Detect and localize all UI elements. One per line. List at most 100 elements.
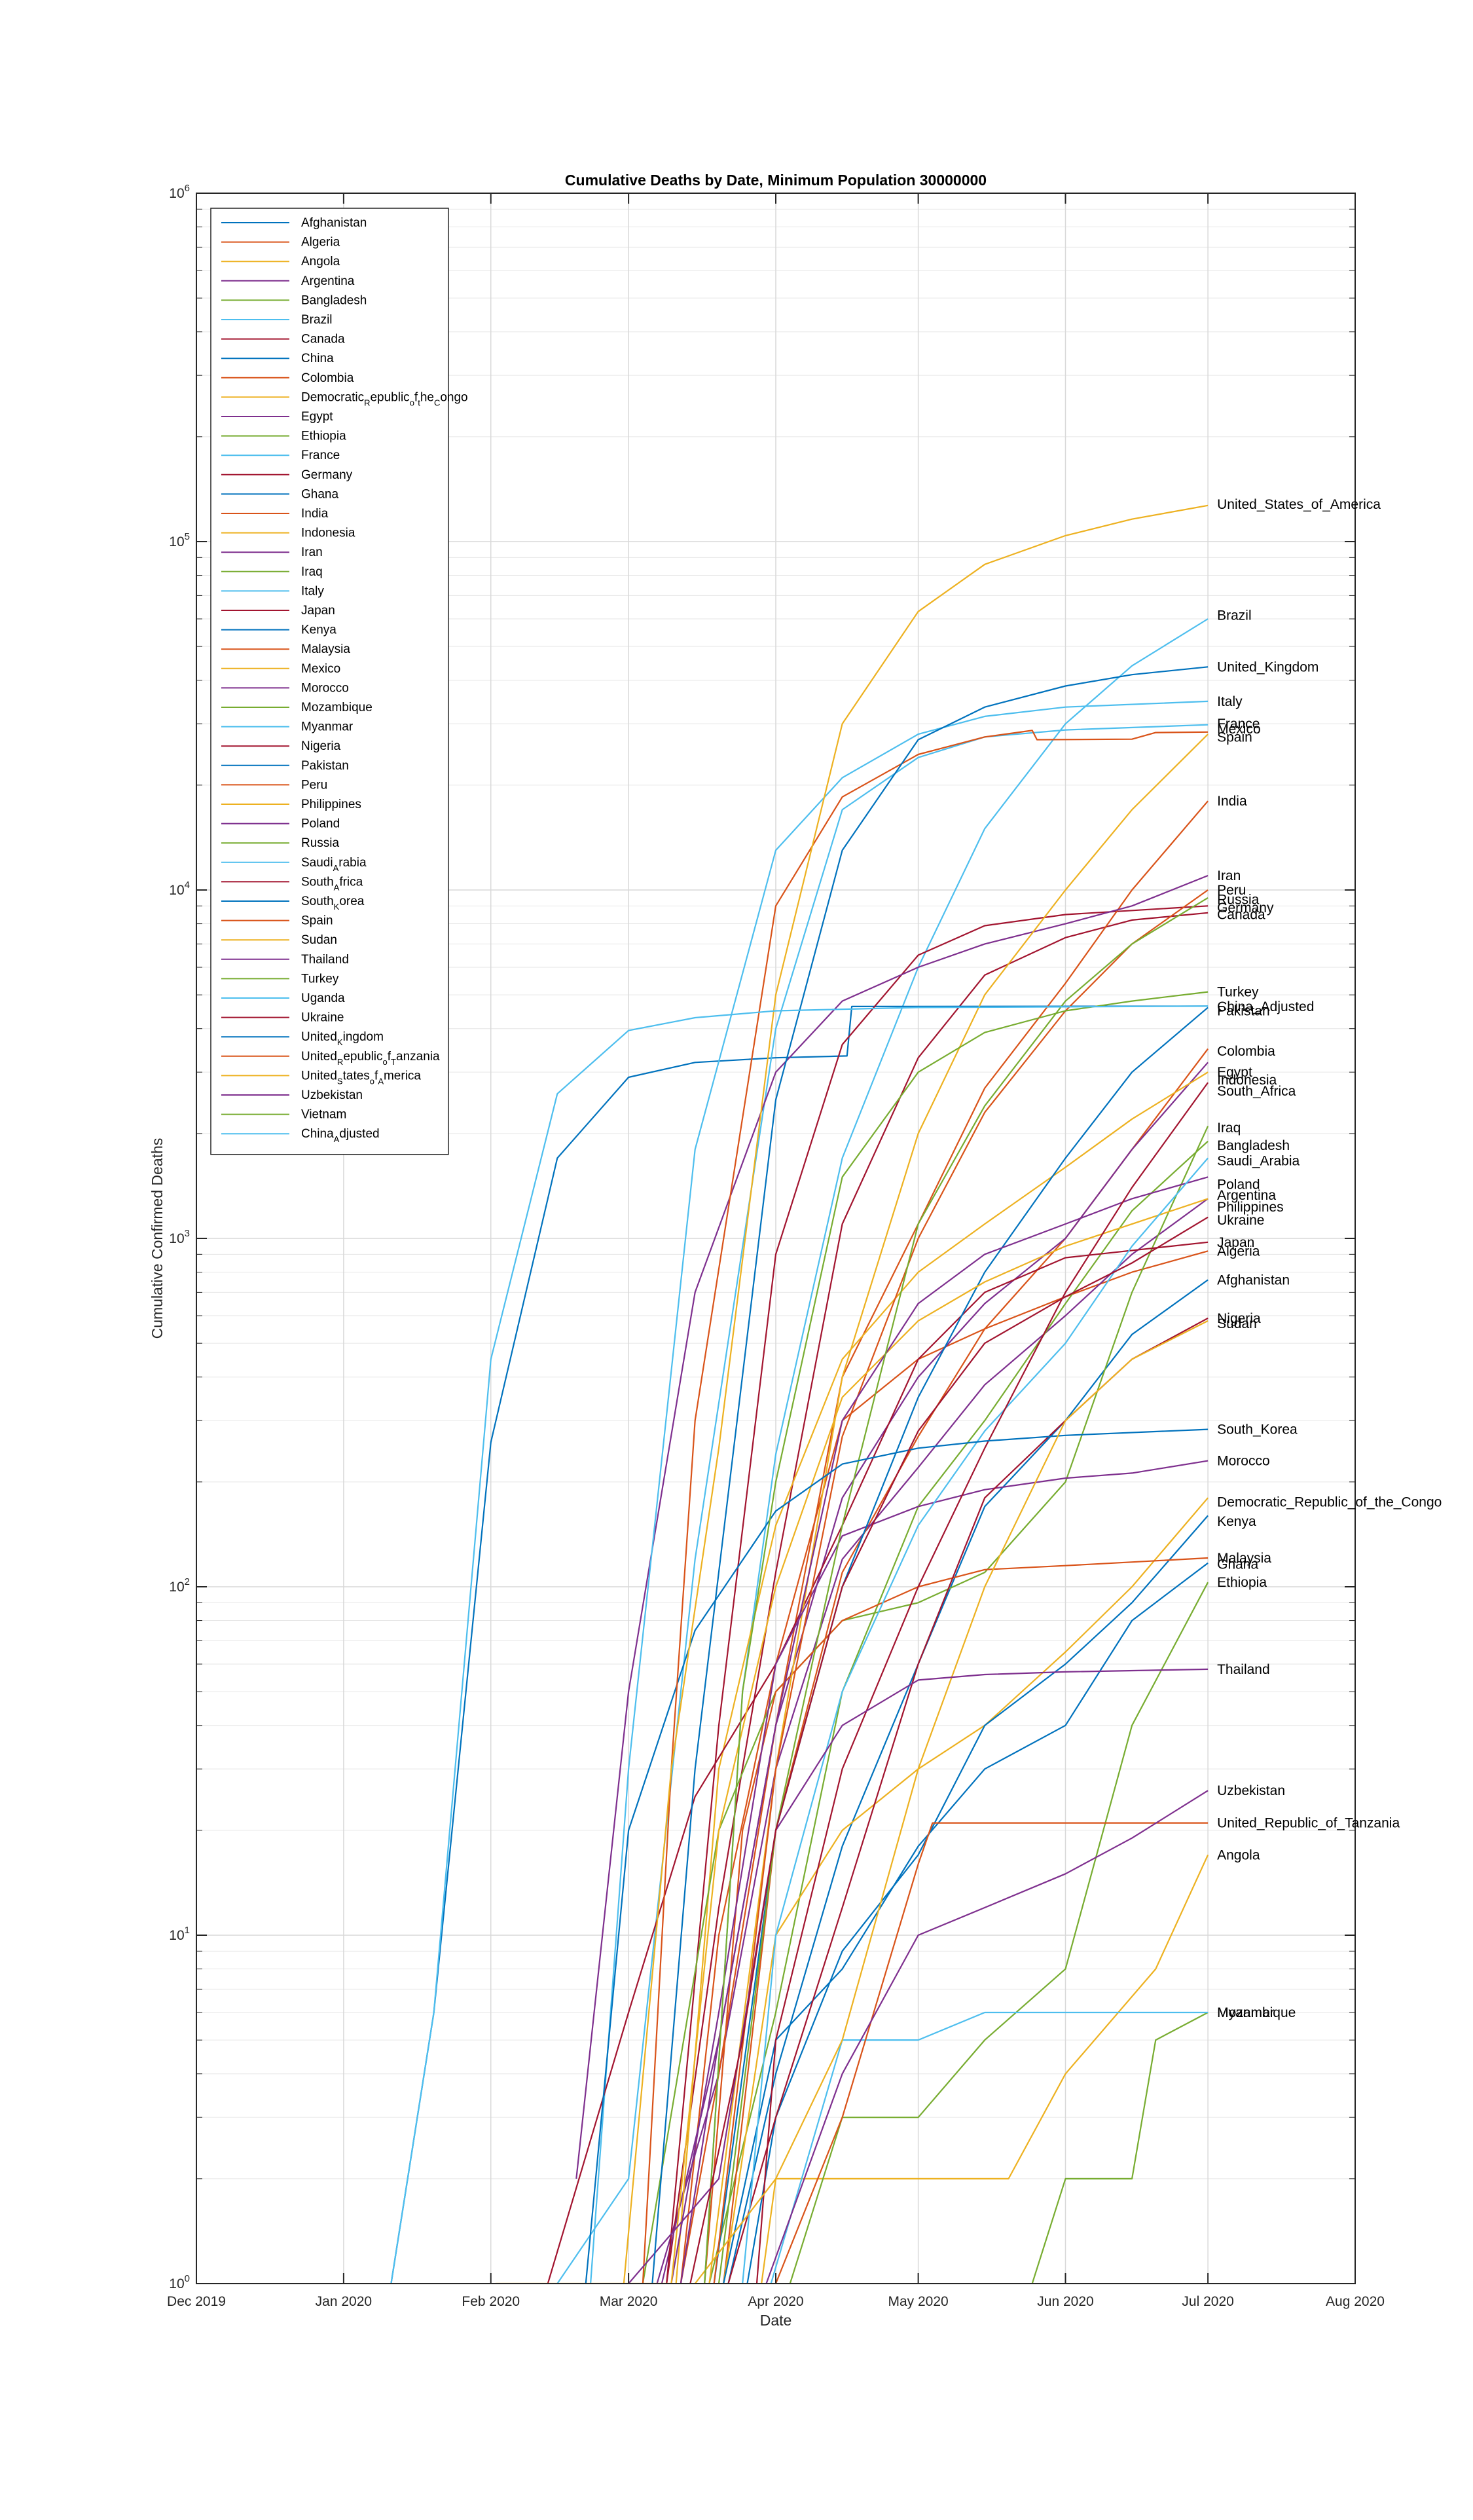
legend-item: Japan [301,604,335,618]
legend-item: Afghanistan [301,216,367,230]
legend-item: Colombia [301,371,354,385]
series-line-italy [590,700,1209,2284]
end-label: Nigeria [1217,1311,1261,1326]
end-label: Turkey [1217,985,1259,1000]
series-line-morocco [670,1460,1209,2284]
end-label: France [1217,716,1260,732]
end-label: Colombia [1217,1044,1275,1059]
legend-item: ChinaAdjusted [301,1127,380,1144]
series-line-china-adjusted [390,1005,1209,2284]
legend-item: Myanmar [301,720,354,734]
series-line-philippines [496,1198,1209,2284]
y-tick-label: 101 [169,1925,190,1943]
legend-item: Italy [301,584,324,598]
legend-item: UnitedKingdom [301,1030,384,1047]
x-tick-label: Feb 2020 [462,2294,520,2309]
y-tick-label: 102 [169,1576,190,1595]
series-line-democratic-republic-of-the-congo [723,1497,1209,2284]
x-tick-label: May 2020 [888,2294,949,2309]
end-label: Russia [1217,892,1260,907]
end-label: Italy [1217,694,1243,709]
end-label: Ethiopia [1217,1575,1267,1590]
legend-item: SouthAfrica [301,875,363,892]
plot-area: Dec 2019 Jan 2020 Feb 2020 Mar 2020 Apr 2020… [149,172,1442,2329]
legend-item: Nigeria [301,739,341,753]
end-label: Democratic_Republic_of_the_Congo [1217,1495,1442,1510]
legend-item: Algeria [301,236,340,250]
series-line-france [556,724,1209,2284]
legend-item: Angola [301,255,340,269]
series-line-bangladesh [708,1140,1209,2284]
end-label: Pakistan [1217,1003,1270,1018]
legend-item: Pakistan [301,759,349,773]
series-line-ukraine [689,1216,1209,2284]
series-line-germany [666,905,1209,2284]
legend-item: Poland [301,817,340,831]
end-label: Poland [1217,1177,1260,1192]
legend-item: UnitedRepublicofTanzania [301,1050,440,1067]
end-label: Uzbekistan [1217,1783,1285,1798]
series-line-peru [713,889,1209,2284]
series-line-south-africa [755,1082,1209,2284]
end-label: Algeria [1217,1244,1260,1259]
series-line-indonesia [675,1071,1209,2284]
series-line-united-states-of-america [623,504,1209,2284]
end-label: Argentina [1217,1188,1276,1203]
end-label: Spain [1217,730,1252,745]
legend-item: Uzbekistan [301,1088,363,1102]
series-line-kenya [746,1515,1209,2284]
x-ticks [196,193,1356,2284]
series-line-myanmar [770,2011,1209,2284]
x-tick-label: Aug 2020 [1326,2294,1385,2309]
series-line-spain [642,730,1209,2284]
y-tick-label: 103 [169,1228,190,1246]
legend-item: Philippines [301,798,361,811]
legend: Afghanistan Algeria Angola Argentina Banglad… [210,208,468,1155]
series-line-russia [718,897,1209,2284]
y-tick-label: 104 [169,880,190,898]
x-tick-label: Jun 2020 [1037,2294,1093,2309]
series-line-poland [680,1176,1209,2284]
end-labels: United_States_of_America Brazil United_Kin… [1217,497,1442,2020]
series-line-mexico [708,733,1209,2284]
series-line-uzbekistan [765,1790,1209,2284]
legend-item: Peru [301,778,327,792]
end-label: Peru [1217,883,1246,898]
legend-item: Spain [301,914,333,928]
end-label: United_States_of_America [1217,497,1381,512]
chart-title: Cumulative Deaths by Date, Minimum Popul… [565,172,987,189]
end-label: Mexico [1217,722,1261,737]
legend-item: Canada [301,333,345,346]
legend-item: Russia [301,836,340,850]
series-line-china [390,1005,1209,2284]
end-label: Myanmar [1217,2005,1275,2020]
legend-item: Vietnam [301,1108,346,1122]
x-tick-label: Jul 2020 [1182,2294,1233,2309]
series-lines [390,504,1209,2284]
y-ticks [196,193,1355,2284]
series-line-afghanistan [727,1279,1209,2284]
legend-item: Ghana [301,487,338,501]
legend-item: Mozambique [301,701,373,714]
end-label: Brazil [1217,608,1252,623]
end-label: United_Republic_of_Tanzania [1217,1816,1400,1831]
end-label: Ukraine [1217,1213,1264,1228]
series-line-iraq [642,1126,1209,2284]
end-label: Canada [1217,908,1265,923]
series-line-angola [761,1854,1209,2284]
end-label: Egypt [1217,1065,1252,1080]
legend-item: Ukraine [301,1011,344,1025]
legend-item: Bangladesh [301,293,367,307]
legend-item: SouthKorea [301,895,365,912]
x-tick-label: Apr 2020 [748,2294,803,2309]
legend-item: Turkey [301,972,339,986]
legend-item: Iraq [301,565,323,579]
end-label: United_Kingdom [1217,659,1318,675]
legend-item: France [301,449,340,462]
legend-item: Malaysia [301,642,350,656]
y-axis-label: Cumulative Confirmed Deaths [149,1138,166,1339]
legend-item: DemocraticRepublicoftheCongo [301,390,468,407]
end-label: Indonesia [1217,1073,1277,1088]
end-label: Kenya [1217,1514,1256,1529]
